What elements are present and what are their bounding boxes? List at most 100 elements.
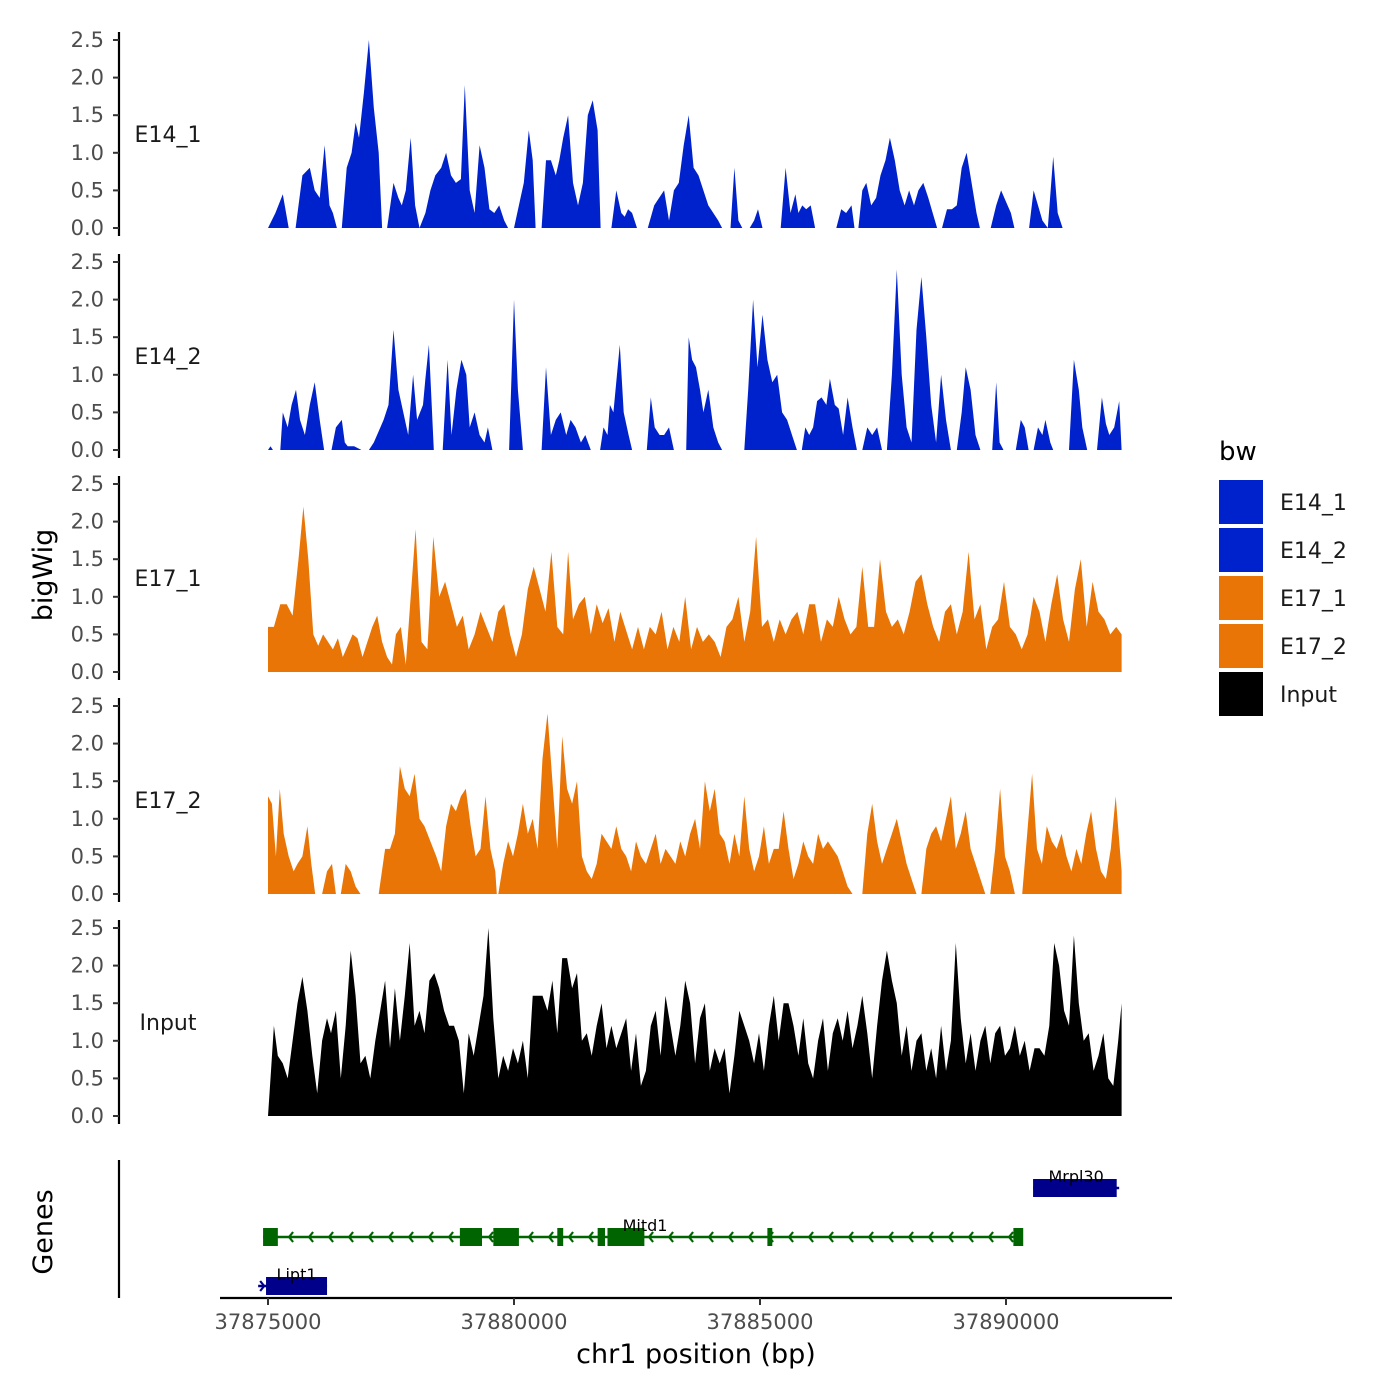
y-tick-label: 0.0 [71,882,104,906]
y-tick-label: 0.5 [71,844,104,868]
strand-arrow [527,1231,534,1243]
legend-item-input: Input [1219,672,1337,716]
gene-exon [557,1228,564,1246]
strand-arrow [347,1231,354,1243]
y-tick-label: 1.0 [71,1029,104,1053]
coverage-area-e14-1 [268,40,1063,228]
y-tick-label: 2.5 [71,916,104,940]
gene-exon [263,1228,278,1246]
legend-title: bw [1219,437,1257,467]
x-tick-label: 37890000 [953,1310,1060,1334]
y-tick-label: 1.0 [71,363,104,387]
legend-item-e17-1: E17_1 [1219,576,1347,620]
strand-arrow [667,1231,674,1243]
gene-mitd1: Mitd1 [263,1216,1024,1246]
track-e14-2: 0.0 0.5 1.0 1.5 2.0 2.5 E14_2 [71,250,1122,462]
strand-arrow [967,1231,974,1243]
legend-swatch [1219,480,1263,524]
strand-arrow [807,1231,814,1243]
genes-panel: Mrpl30 Mitd1 Lipt1 [117,1160,1120,1298]
coverage-area-e14-2 [268,269,1122,450]
y-tick-label: 1.5 [71,103,104,127]
y-tick-label: 2.5 [71,472,104,496]
gene-label: Lipt1 [277,1265,317,1284]
track-e14-1: 0.0 0.5 1.0 1.5 2.0 2.5 E14_1 [71,28,1063,240]
strand-arrow [547,1231,554,1243]
y-axis-title: bigWig [28,529,59,622]
strand-arrow [259,1280,266,1292]
gene-exon [767,1228,773,1246]
legend-swatch [1219,672,1263,716]
strand-arrow [987,1231,994,1243]
strand-arrow [407,1231,414,1243]
track-e17-2: 0.0 0.5 1.0 1.5 2.0 2.5 E17_2 [71,694,1122,906]
strand-arrow [447,1231,454,1243]
y-tick-label: 1.5 [71,547,104,571]
y-tick-label: 1.0 [71,585,104,609]
strand-arrow [1007,1231,1014,1243]
legend-item-e17-2: E17_2 [1219,624,1347,668]
coverage-area-e17-2 [268,713,1122,894]
x-tick-label: 37885000 [707,1310,814,1334]
legend-label: E14_2 [1280,539,1347,564]
strand-arrow [687,1231,694,1243]
strand-arrow [367,1231,374,1243]
track-label: E17_2 [135,789,202,814]
y-tick-label: 0.0 [71,660,104,684]
y-tick-label: 2.5 [71,28,104,52]
track-label: E14_1 [135,123,202,148]
track-label: Input [140,1011,197,1036]
y-tick-label: 1.5 [71,991,104,1015]
gene-label: Mitd1 [623,1216,668,1235]
gene-label: Mrpl30 [1048,1167,1103,1186]
x-tick-label: 37875000 [215,1310,322,1334]
legend-item-e14-2: E14_2 [1219,528,1347,572]
legend-items: E14_1 E14_2 E17_1 E17_2 Input [1219,480,1347,716]
gene-mrpl30: Mrpl30 [1033,1167,1120,1197]
gene-exon [266,1277,328,1295]
strand-arrow [327,1231,334,1243]
strand-arrow [587,1231,594,1243]
strand-arrow [927,1231,934,1243]
y-tick-label: 0.0 [71,438,104,462]
coverage-area-e17-1 [268,506,1122,672]
gene-exon [493,1228,519,1246]
strand-arrow [647,1231,654,1243]
legend-swatch [1219,624,1263,668]
y-tick-label: 0.0 [71,1104,104,1128]
legend-label: E17_1 [1280,587,1347,612]
track-label: E17_1 [135,567,202,592]
y-tick-label: 0.5 [71,178,104,202]
legend-label: E17_2 [1280,635,1347,660]
strand-arrow [727,1231,734,1243]
strand-arrow [747,1231,754,1243]
strand-arrow [827,1231,834,1243]
y-tick-label: 0.5 [71,400,104,424]
y-tick-label: 2.0 [71,66,104,90]
y-tick-label: 2.0 [71,732,104,756]
y-tick-label: 2.0 [71,954,104,978]
y-tick-label: 1.5 [71,325,104,349]
strand-arrow [867,1231,874,1243]
gene-exon [459,1228,483,1246]
strand-arrow [287,1231,294,1243]
strand-arrow [887,1231,894,1243]
strand-arrow [947,1231,954,1243]
x-axis-title: chr1 position (bp) [576,1339,816,1370]
strand-arrow [787,1231,794,1243]
y-tick-label: 1.0 [71,807,104,831]
strand-arrow [567,1231,574,1243]
legend: bw E14_1 E14_2 E17_1 E17_2 Input [1219,437,1347,716]
y-tick-label: 2.5 [71,250,104,274]
coverage-area-input [268,928,1122,1116]
legend-swatch [1219,576,1263,620]
y-tick-label: 1.5 [71,769,104,793]
strand-arrow [427,1231,434,1243]
legend-label: Input [1280,683,1337,708]
y-tick-label: 1.0 [71,141,104,165]
track-input: 0.0 0.5 1.0 1.5 2.0 2.5 Input [71,916,1122,1128]
strand-arrow [907,1231,914,1243]
legend-item-e14-1: E14_1 [1219,480,1347,524]
y-tick-label: 2.0 [71,510,104,534]
